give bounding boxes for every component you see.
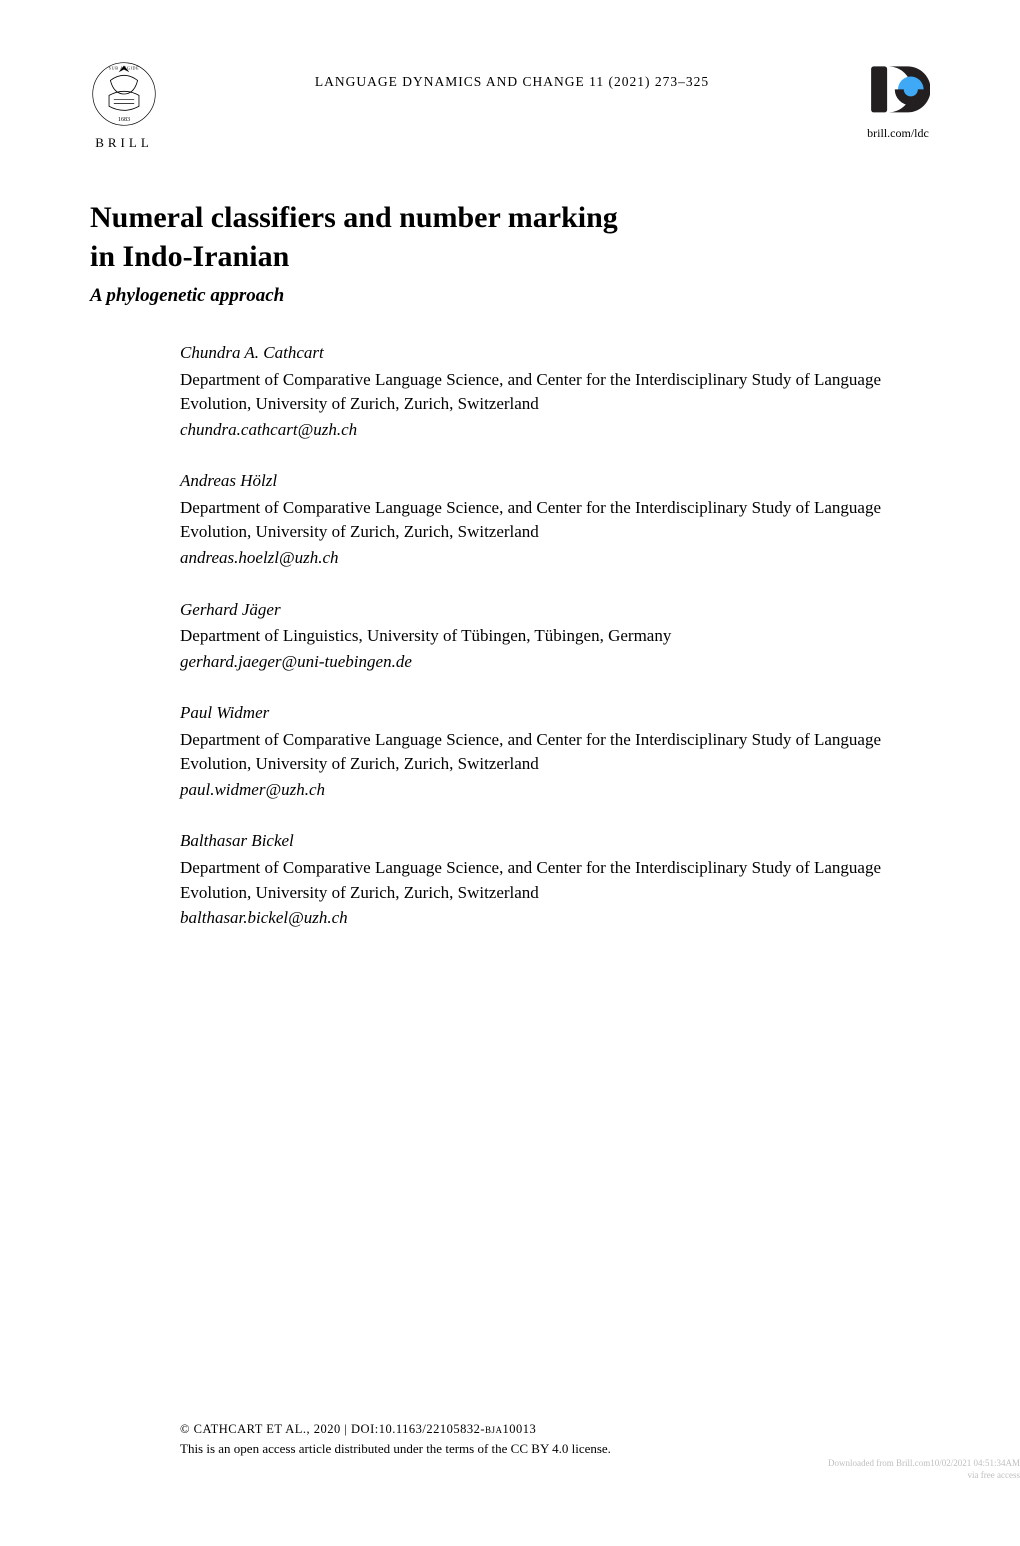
author-name: Paul Widmer [180,700,930,726]
author-name: Chundra A. Cathcart [180,340,930,366]
ldc-logo-icon [866,60,930,120]
author-email[interactable]: andreas.hoelzl@uzh.ch [180,545,930,571]
author-affiliation: Department of Comparative Language Scien… [180,368,930,417]
brill-seal-icon: 1683 SUB AEGIDE [90,60,158,128]
author-email[interactable]: chundra.cathcart@uzh.ch [180,417,930,443]
header-row: 1683 SUB AEGIDE BRILL LANGUAGE DYNAMICS … [90,60,930,153]
footer: © CATHCART ET AL., 2020 | DOI:10.1163/22… [180,1420,1020,1482]
ldc-logo-block: brill.com/ldc [866,60,930,142]
author-email[interactable]: balthasar.bickel@uzh.ch [180,905,930,931]
svg-text:SUB AEGIDE: SUB AEGIDE [109,66,140,71]
journal-info: LANGUAGE DYNAMICS AND CHANGE 11 (2021) 2… [158,72,866,92]
author-email[interactable]: paul.widmer@uzh.ch [180,777,930,803]
author-affiliation: Department of Comparative Language Scien… [180,728,930,777]
author-entry: Andreas Hölzl Department of Comparative … [180,468,930,570]
title-line-2: in Indo-Iranian [90,240,289,273]
site-link[interactable]: brill.com/ldc [867,124,929,142]
article-subtitle: A phylogenetic approach [90,282,930,311]
article-title: Numeral classifiers and number marking i… [90,198,930,276]
copyright-line: © CATHCART ET AL., 2020 | DOI:10.1163/22… [180,1420,1020,1439]
author-name: Andreas Hölzl [180,468,930,494]
author-entry: Balthasar Bickel Department of Comparati… [180,828,930,930]
author-entry: Paul Widmer Department of Comparative La… [180,700,930,802]
author-name: Gerhard Jäger [180,597,930,623]
authors-block: Chundra A. Cathcart Department of Compar… [90,340,930,931]
author-entry: Gerhard Jäger Department of Linguistics,… [180,597,930,675]
download-line-1: Downloaded from Brill.com10/02/2021 04:5… [828,1458,1020,1468]
author-affiliation: Department of Comparative Language Scien… [180,856,930,905]
svg-text:1683: 1683 [118,117,130,123]
author-affiliation: Department of Comparative Language Scien… [180,496,930,545]
download-stamp: Downloaded from Brill.com10/02/2021 04:5… [180,1458,1020,1481]
title-line-1: Numeral classifiers and number marking [90,201,618,234]
download-line-2: via free access [968,1470,1020,1480]
brill-logo-block: 1683 SUB AEGIDE BRILL [90,60,158,153]
author-email[interactable]: gerhard.jaeger@uni-tuebingen.de [180,649,930,675]
license-line: This is an open access article distribut… [180,1439,1020,1459]
author-name: Balthasar Bickel [180,828,930,854]
author-affiliation: Department of Linguistics, University of… [180,624,930,649]
author-entry: Chundra A. Cathcart Department of Compar… [180,340,930,442]
brill-label: BRILL [95,133,153,153]
